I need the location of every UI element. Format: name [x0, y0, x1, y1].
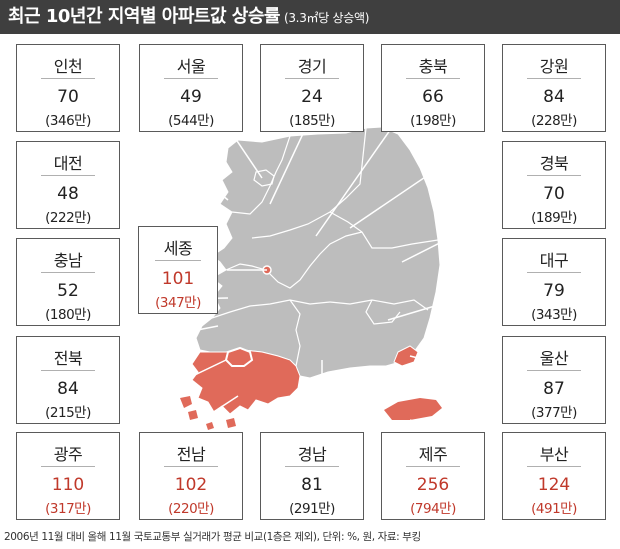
divider: [527, 370, 581, 371]
region-box-gyeongbuk: 경북 70 (189만): [502, 141, 606, 229]
region-rate: 102: [174, 475, 208, 495]
divider: [41, 175, 95, 176]
region-rate: 66: [422, 87, 444, 107]
region-price: (215만): [45, 405, 91, 421]
jeonnam-region: [191, 349, 301, 415]
region-price: (180만): [45, 307, 91, 323]
province-borders: [211, 127, 439, 367]
mainland-landmass: [195, 126, 441, 379]
region-box-daegu: 대구 79 (343만): [502, 238, 606, 326]
region-price: (377만): [531, 405, 577, 421]
region-price: (228만): [531, 113, 577, 129]
divider: [41, 272, 95, 273]
region-box-chungnam: 충남 52 (180만): [16, 238, 120, 326]
divider: [41, 370, 95, 371]
divider: [164, 466, 218, 467]
divider: [155, 260, 201, 261]
region-box-daejeon: 대전 48 (222만): [16, 141, 120, 229]
region-name: 서울: [176, 57, 206, 76]
region-name: 경기: [297, 57, 327, 76]
region-name: 전남: [176, 445, 206, 464]
region-name: 인천: [53, 57, 83, 76]
region-name: 강원: [539, 57, 569, 76]
divider: [406, 466, 460, 467]
region-name: 울산: [539, 349, 569, 368]
region-rate: 49: [180, 87, 202, 107]
region-rate: 84: [57, 379, 79, 399]
divider: [41, 466, 95, 467]
region-box-gwangju: 광주 110 (317만): [16, 432, 120, 520]
region-rate: 81: [301, 475, 323, 495]
region-rate: 24: [301, 87, 323, 107]
region-box-seoul: 서울 49 (544만): [139, 44, 243, 132]
region-rate: 124: [537, 475, 571, 495]
region-name: 충북: [418, 57, 448, 76]
region-rate: 79: [543, 281, 565, 301]
region-name: 충남: [53, 251, 83, 270]
busan-region: [393, 345, 419, 367]
chart-title: 최근 10년간 지역별 아파트값 상승률: [8, 6, 280, 27]
region-rate: 70: [543, 184, 565, 204]
region-price: (491만): [531, 501, 577, 517]
region-name: 경남: [297, 445, 327, 464]
gwangju-region: [224, 346, 254, 367]
region-rate: 52: [57, 281, 79, 301]
region-price: (220만): [168, 501, 214, 517]
region-rate: 70: [57, 87, 79, 107]
region-price: (346만): [45, 113, 91, 129]
region-rate: 256: [416, 475, 450, 495]
region-name: 전북: [53, 349, 83, 368]
region-box-gyeongnam: 경남 81 (291만): [260, 432, 364, 520]
region-name: 세종: [163, 239, 193, 258]
divider: [527, 272, 581, 273]
region-name: 광주: [53, 445, 83, 464]
region-price: (347만): [155, 295, 201, 311]
region-name: 경북: [539, 154, 569, 173]
region-price: (291만): [289, 501, 335, 517]
region-rate: 110: [51, 475, 85, 495]
region-price: (198만): [410, 113, 456, 129]
divider: [527, 466, 581, 467]
divider: [527, 78, 581, 79]
jeju-region: [384, 398, 442, 420]
region-box-gangwon: 강원 84 (228만): [502, 44, 606, 132]
region-price: (189만): [531, 210, 577, 226]
region-price: (544만): [168, 113, 214, 129]
region-name: 대구: [539, 251, 569, 270]
region-name: 부산: [539, 445, 569, 464]
region-price: (317만): [45, 501, 91, 517]
region-price: (222만): [45, 210, 91, 226]
region-box-ulsan: 울산 87 (377만): [502, 336, 606, 424]
region-box-busan: 부산 124 (491만): [502, 432, 606, 520]
region-rate: 84: [543, 87, 565, 107]
jeonnam-islands: [180, 396, 236, 430]
region-rate: 101: [161, 269, 195, 289]
divider: [285, 78, 339, 79]
divider: [406, 78, 460, 79]
divider: [41, 78, 95, 79]
korea-map: [79, 109, 506, 431]
region-price: (343만): [531, 307, 577, 323]
region-box-incheon: 인천 70 (346만): [16, 44, 120, 132]
region-box-jeju: 제주 256 (794만): [381, 432, 485, 520]
region-box-jeonbuk: 전북 84 (215만): [16, 336, 120, 424]
chart-subtitle: (3.3㎡당 상승액): [283, 11, 370, 25]
chart-header: 최근 10년간 지역별 아파트값 상승률 (3.3㎡당 상승액): [0, 0, 620, 34]
region-name: 대전: [53, 154, 83, 173]
divider: [285, 466, 339, 467]
region-rate: 87: [543, 379, 565, 399]
source-note: 2006년 11월 대비 올해 11월 국토교통부 실거래가 평균 비교(1층은…: [4, 531, 421, 543]
region-price: (794만): [410, 501, 456, 517]
region-box-jeonnam: 전남 102 (220만): [139, 432, 243, 520]
region-name: 제주: [418, 445, 448, 464]
region-price: (185만): [289, 113, 335, 129]
divider: [164, 78, 218, 79]
region-box-chungbuk: 충북 66 (198만): [381, 44, 485, 132]
region-box-gyeonggi: 경기 24 (185만): [260, 44, 364, 132]
region-box-sejong: 세종 101 (347만): [138, 226, 218, 314]
region-rate: 48: [57, 184, 79, 204]
divider: [527, 175, 581, 176]
